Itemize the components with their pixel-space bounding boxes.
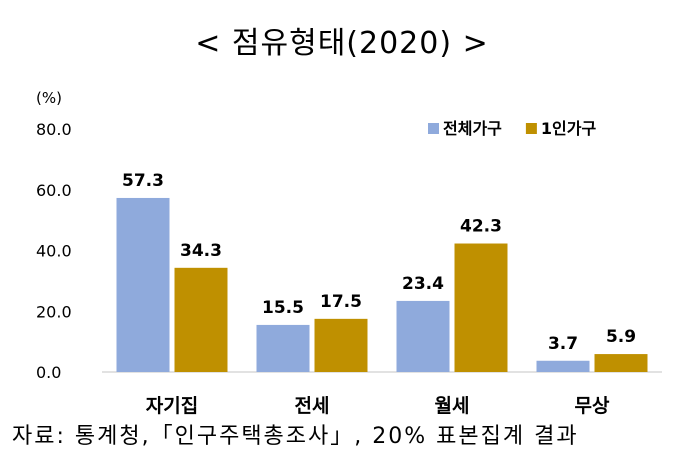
- data-label: 17.5: [320, 292, 362, 312]
- y-tick-label: 60.0: [36, 181, 72, 200]
- bar-total-3: [536, 360, 590, 372]
- x-tick-label: 전세: [295, 395, 330, 417]
- data-label: 5.9: [606, 327, 636, 347]
- source-note: 자료: 통계청,「인구주택총조사」, 20% 표본집계 결과: [12, 424, 579, 449]
- data-label: 15.5: [262, 298, 304, 318]
- y-tick-label: 20.0: [36, 302, 72, 321]
- bar-single-0: [174, 267, 228, 372]
- y-tick-label: 0.0: [36, 363, 61, 382]
- x-tick-label: 월세: [435, 395, 470, 417]
- data-label: 57.3: [122, 171, 164, 191]
- data-label: 23.4: [402, 274, 444, 294]
- legend-swatch-0: [428, 123, 439, 134]
- bar-single-1: [314, 318, 368, 372]
- data-label: 34.3: [180, 241, 222, 261]
- y-unit-label: (%): [36, 89, 62, 107]
- y-tick-label: 80.0: [36, 120, 72, 139]
- legend-label-0: 전체가구: [443, 119, 502, 138]
- x-tick-label: 무상: [575, 395, 610, 417]
- legend-swatch-1: [525, 123, 537, 134]
- y-tick-label: 40.0: [36, 242, 72, 261]
- x-tick-label: 자기집: [146, 395, 198, 417]
- bar-single-2: [454, 243, 508, 372]
- bar-total-0: [116, 197, 170, 372]
- data-label: 3.7: [548, 334, 578, 354]
- legend-label-1: 1인가구: [541, 119, 597, 138]
- bar-single-3: [594, 354, 648, 372]
- data-label: 42.3: [460, 217, 502, 237]
- bar-total-2: [396, 300, 450, 372]
- chart-title: < 점유형태(2020) >: [195, 26, 489, 61]
- bar-total-1: [256, 324, 310, 372]
